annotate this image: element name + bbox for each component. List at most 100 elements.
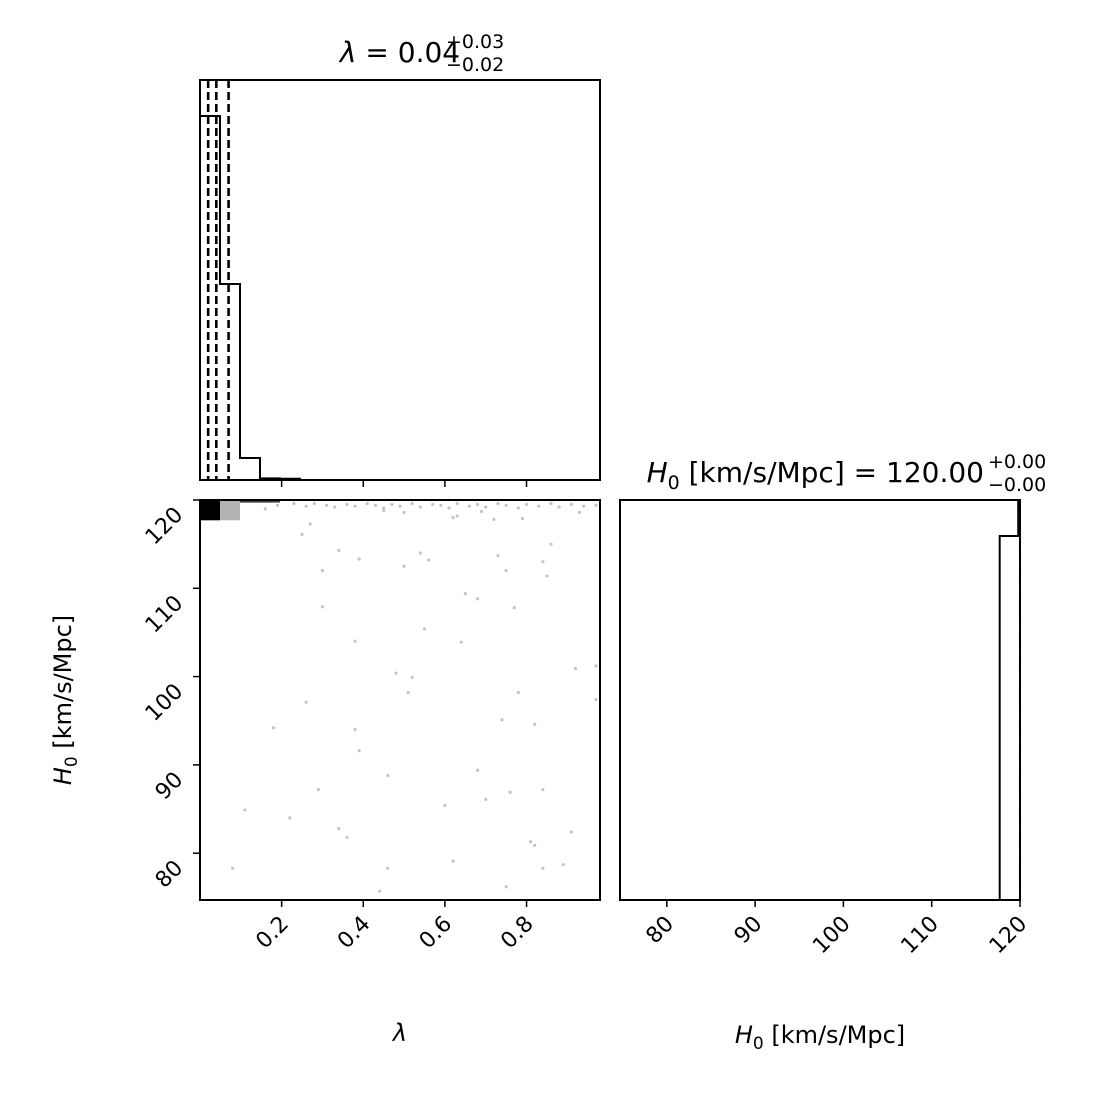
joint-sample-point-30 (582, 504, 586, 508)
lambda-histogram-frame (199, 79, 601, 481)
joint-xtick-label-3: 0.8 (496, 912, 538, 954)
joint-ytick-label-4: 120 (141, 503, 188, 550)
joint-sample-point-83 (484, 797, 488, 801)
joint-sample-point-55 (422, 627, 427, 631)
joint-sample-point-72 (500, 718, 504, 722)
joint-sample-point-42 (320, 569, 325, 573)
joint-sample-point-5 (333, 505, 337, 509)
joint-sample-point-14 (418, 505, 423, 509)
joint-sample-point-27 (549, 501, 553, 506)
joint-sample-point-3 (312, 501, 316, 506)
joint-xtick-label-1: 0.4 (333, 912, 375, 954)
joint-sample-point-62 (353, 639, 357, 643)
joint-sample-point-90 (451, 859, 455, 863)
h0-xtick-label-0: 80 (642, 912, 679, 949)
joint-sample-point-2 (304, 504, 308, 508)
joint-sample-point-11 (390, 502, 394, 507)
joint-sample-point-91 (504, 885, 508, 889)
joint-sample-point-63 (304, 700, 308, 704)
h0-xtick-label-1: 90 (730, 912, 767, 949)
joint-sample-point-51 (545, 574, 549, 578)
joint-sample-point-35 (480, 509, 484, 514)
joint-sample-point-40 (308, 522, 312, 526)
joint-sample-point-25 (524, 502, 529, 507)
h0-panel-title: H0 [km/s/Mpc] = 120.00 (647, 456, 984, 494)
joint-sample-point-44 (357, 557, 361, 561)
joint-sample-point-4 (324, 503, 329, 507)
joint-sample-point-13 (410, 501, 414, 506)
joint-sample-point-57 (475, 597, 480, 601)
joint-sample-point-37 (520, 516, 525, 521)
joint-sample-point-89 (386, 866, 390, 870)
lambda-histogram-panel: λ = 0.04 +0.03 −0.02 (199, 31, 601, 487)
joint-sample-point-28 (557, 505, 561, 509)
joint-density-cell-0 (200, 500, 220, 521)
h0-xtick-label-2: 100 (808, 912, 855, 959)
joint-ytick-label-3: 110 (141, 591, 188, 638)
joint-density-cell-1 (220, 500, 240, 521)
h0-histogram-frame (619, 499, 1021, 901)
joint-sample-point-10 (382, 506, 386, 510)
joint-sample-point-84 (529, 840, 533, 844)
joint-sample-point-87 (569, 830, 574, 834)
joint-sample-point-38 (577, 510, 582, 514)
joint-sample-point-53 (300, 532, 304, 537)
joint-ytick-label-1: 90 (151, 767, 188, 804)
joint-sample-point-73 (533, 722, 537, 726)
joint-sample-point-70 (353, 727, 357, 732)
h0-title-minus-error: −0.00 (988, 474, 1046, 496)
lambda-hist-bar-1 (220, 284, 240, 480)
joint-sample-point-41 (263, 507, 267, 511)
joint-sample-point-82 (443, 803, 447, 808)
joint-sample-point-45 (402, 564, 406, 568)
joint-sample-point-85 (533, 843, 537, 847)
joint-sample-point-74 (316, 788, 320, 792)
joint-sample-point-12 (398, 504, 402, 508)
joint-sample-point-68 (594, 697, 598, 702)
joint-sample-point-46 (418, 551, 423, 555)
joint-sample-point-47 (426, 558, 431, 562)
h0-title-plus-error: +0.00 (988, 451, 1046, 473)
joint-sample-point-54 (320, 605, 325, 609)
joint-sample-point-56 (463, 591, 467, 596)
lambda-panel-title: λ = 0.04 (338, 36, 460, 69)
joint-sample-point-81 (345, 835, 349, 839)
joint-sample-point-78 (243, 808, 247, 812)
joint-sample-point-31 (594, 503, 598, 507)
h0-xtick-label-3: 110 (897, 912, 944, 959)
lambda-title-minus-error: −0.02 (446, 54, 504, 76)
joint-sample-point-21 (484, 505, 488, 509)
joint-sample-point-39 (451, 516, 455, 520)
joint-sample-point-67 (594, 664, 598, 668)
joint-sample-point-7 (353, 504, 357, 508)
joint-sample-point-6 (345, 502, 349, 507)
joint-sample-point-71 (357, 749, 361, 753)
joint-sample-point-60 (394, 671, 398, 675)
joint-sample-point-59 (459, 640, 463, 644)
joint-sample-point-75 (386, 773, 390, 778)
joint-sample-point-1 (292, 501, 296, 506)
lambda-axis-label: λ (391, 1019, 407, 1047)
joint-sample-point-88 (231, 866, 235, 870)
joint-panel-frame (199, 499, 601, 901)
joint-density-cell-2 (240, 500, 280, 503)
joint-sample-point-26 (537, 504, 541, 508)
joint-sample-point-0 (275, 503, 280, 507)
joint-sample-point-79 (288, 816, 292, 820)
joint-sample-point-43 (337, 548, 341, 552)
joint-sample-point-22 (496, 501, 500, 506)
joint-sample-point-65 (516, 690, 520, 695)
joint-panel: 0.2 0.4 0.6 0.8 80 90 100 110 120 λ H0 [km/s/Mp… (49, 499, 601, 1047)
joint-ytick-label-0: 80 (151, 856, 188, 893)
joint-ytick-label-2: 100 (141, 679, 188, 726)
lambda-hist-bar-2 (240, 458, 260, 480)
joint-sample-point-15 (431, 502, 435, 507)
joint-sample-point-80 (337, 826, 341, 831)
h0-xtick-label-4: 120 (985, 912, 1032, 959)
joint-sample-point-64 (406, 690, 410, 695)
joint-sample-point-48 (496, 554, 500, 558)
joint-sample-point-34 (402, 510, 406, 514)
joint-sample-point-50 (541, 560, 545, 564)
lambda-title-plus-error: +0.03 (446, 31, 504, 53)
joint-sample-point-32 (382, 508, 386, 513)
